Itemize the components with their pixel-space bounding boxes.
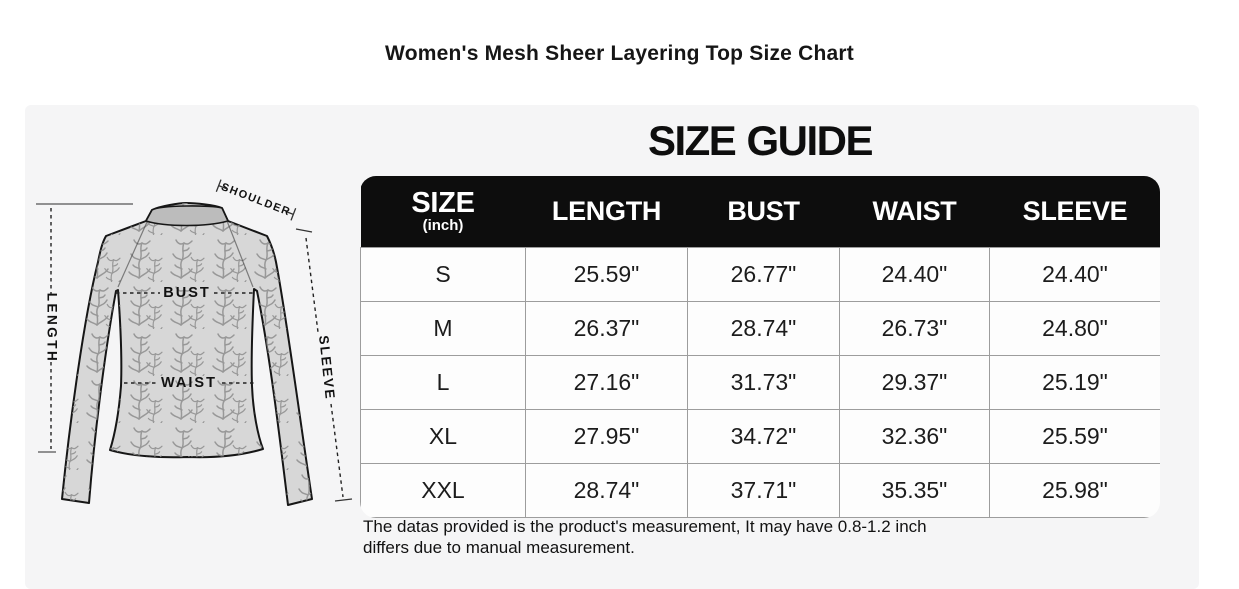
table-row-m: M 26.37" 28.74" 26.73" 24.80" <box>360 301 1160 356</box>
page-title: Women's Mesh Sheer Layering Top Size Cha… <box>385 42 854 65</box>
table-row-s: S 25.59" 26.77" 24.40" 24.40" <box>360 247 1160 302</box>
shoulder-label: SHOULDER <box>219 181 292 219</box>
cell-length: 28.74" <box>525 463 688 518</box>
cell-size: XL <box>360 409 526 464</box>
sleeve-dashed-line <box>305 237 344 498</box>
bust-label: BUST <box>163 285 210 301</box>
header-cell-bust: BUST <box>687 176 840 248</box>
cell-waist: 35.35" <box>839 463 990 518</box>
header-cell-length: LENGTH <box>525 176 688 248</box>
table-row-l: L 27.16" 31.73" 29.37" 25.19" <box>360 355 1160 410</box>
measurement-note: The datas provided is the product's meas… <box>363 517 1083 558</box>
cell-bust: 26.77" <box>687 247 840 302</box>
measurement-note-line1: The datas provided is the product's meas… <box>363 517 927 536</box>
size-table: SIZE (inch) LENGTH BUST WAIST SLEEVE S 2… <box>360 176 1160 518</box>
size-guide-heading: SIZE GUIDE <box>647 117 874 164</box>
left-seam-line <box>117 221 148 288</box>
cell-waist: 24.40" <box>839 247 990 302</box>
table-row-xl: XL 27.95" 34.72" 32.36" 25.59" <box>360 409 1160 464</box>
cell-bust: 28.74" <box>687 301 840 356</box>
size-guide-panel: LENGTH BUST WAIST SLEEVE <box>25 105 1199 589</box>
cell-sleeve: 24.80" <box>989 301 1160 356</box>
cell-length: 27.16" <box>525 355 688 410</box>
cell-waist: 29.37" <box>839 355 990 410</box>
cell-bust: 34.72" <box>687 409 840 464</box>
garment-collar <box>145 205 229 227</box>
shoulder-measure-ticks <box>215 179 297 221</box>
cell-size: L <box>360 355 526 410</box>
cell-bust: 37.71" <box>687 463 840 518</box>
length-label: LENGTH <box>44 293 59 364</box>
size-table-header: SIZE (inch) LENGTH BUST WAIST SLEEVE <box>360 176 1160 248</box>
header-size-title: SIZE <box>411 186 475 219</box>
header-row: SIZE (inch) LENGTH BUST WAIST SLEEVE <box>360 176 1160 248</box>
cell-waist: 26.73" <box>839 301 990 356</box>
cell-waist: 32.36" <box>839 409 990 464</box>
cell-sleeve: 25.19" <box>989 355 1160 410</box>
cell-sleeve: 25.98" <box>989 463 1160 518</box>
header-cell-waist: WAIST <box>839 176 990 248</box>
header-cell-size: SIZE (inch) <box>360 176 526 248</box>
garment-lace-texture <box>62 203 312 505</box>
cell-size: S <box>360 247 526 302</box>
cell-size: XXL <box>360 463 526 518</box>
cell-length: 25.59" <box>525 247 688 302</box>
table-row-xxl: XXL 28.74" 37.71" 35.35" 25.98" <box>360 463 1160 518</box>
sleeve-measure-ticks <box>295 228 353 502</box>
header-cell-sleeve: SLEEVE <box>989 176 1160 248</box>
sleeve-label: SLEEVE <box>316 335 338 401</box>
right-seam-line <box>226 220 254 288</box>
garment-diagram: LENGTH BUST WAIST SLEEVE <box>36 179 353 506</box>
measurement-note-line2: differs due to manual measurement. <box>363 537 635 557</box>
header-size-unit: (inch) <box>422 216 464 234</box>
cell-length: 26.37" <box>525 301 688 356</box>
cell-bust: 31.73" <box>687 355 840 410</box>
cell-size: M <box>360 301 526 356</box>
cell-sleeve: 24.40" <box>989 247 1160 302</box>
length-measure <box>36 203 133 453</box>
cell-sleeve: 25.59" <box>989 409 1160 464</box>
cell-length: 27.95" <box>525 409 688 464</box>
waist-label: WAIST <box>161 375 217 391</box>
